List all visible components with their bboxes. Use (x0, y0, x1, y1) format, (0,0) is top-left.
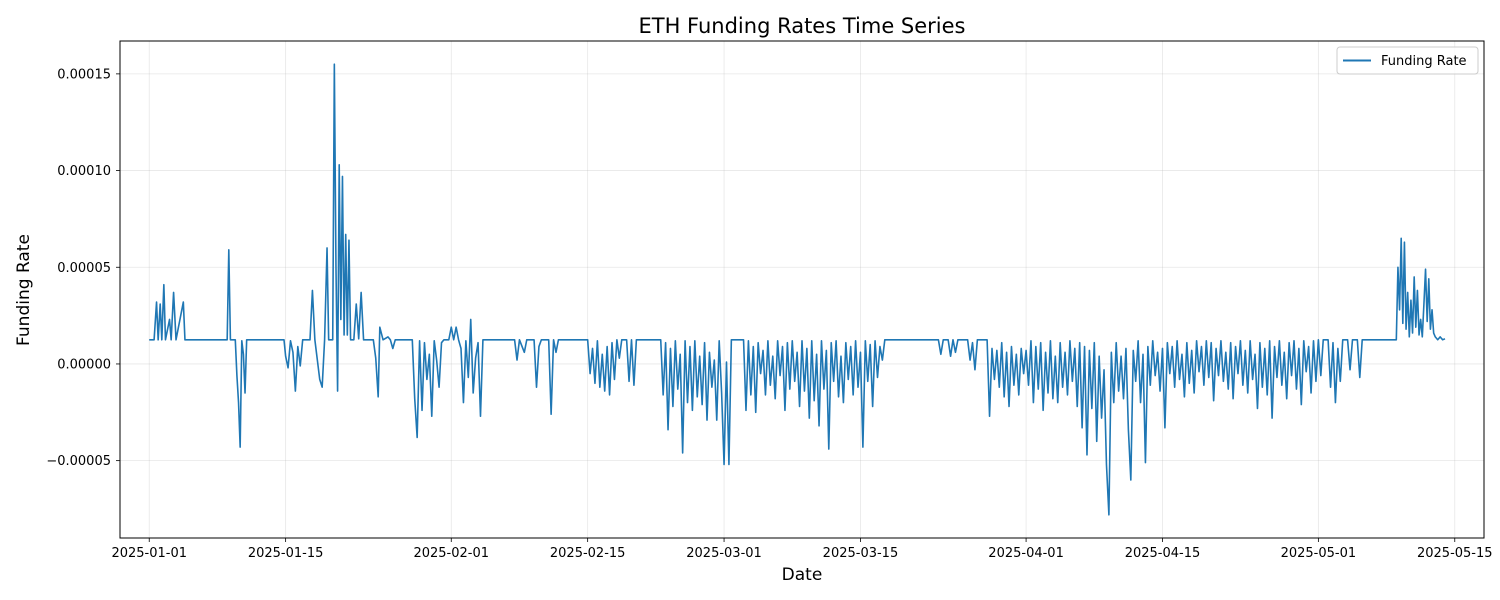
chart-title: ETH Funding Rates Time Series (638, 14, 965, 38)
series-layer (149, 63, 1446, 516)
y-tick-label: 0.00000 (57, 357, 111, 372)
y-tick-label: 0.00010 (57, 164, 111, 179)
y-axis-title: Funding Rate (14, 234, 34, 346)
x-tick-label: 2025-03-01 (686, 546, 762, 561)
x-tick-label: 2025-02-01 (413, 546, 489, 561)
grid-layer (120, 41, 1484, 538)
x-tick-label: 2025-01-01 (111, 546, 187, 561)
x-tick-label: 2025-03-15 (823, 546, 899, 561)
x-tick-label: 2025-04-15 (1125, 546, 1201, 561)
x-tick-label: 2025-01-15 (248, 546, 324, 561)
legend-box (1336, 46, 1479, 75)
x-tick-label: 2025-05-15 (1417, 546, 1493, 561)
plot-frame (119, 40, 1485, 539)
x-axis-title: Date (782, 565, 823, 585)
x-tick-label: 2025-02-15 (550, 546, 626, 561)
legend: Funding Rate (1336, 46, 1479, 75)
x-tick-label: 2025-04-01 (988, 546, 1064, 561)
y-tick-label: −0.00005 (46, 454, 111, 469)
y-tick-label: 0.00015 (57, 67, 111, 82)
legend-label: Funding Rate (1381, 54, 1467, 69)
y-axis: −0.00005 0.00000 0.00005 0.00010 0.00015 (46, 67, 120, 469)
x-axis: 2025-01-01 2025-01-15 2025-02-01 2025-02-15… (111, 538, 1493, 561)
x-tick-label: 2025-05-01 (1281, 546, 1357, 561)
y-tick-label: 0.00005 (57, 261, 111, 276)
series-line-funding-rate (149, 63, 1446, 516)
